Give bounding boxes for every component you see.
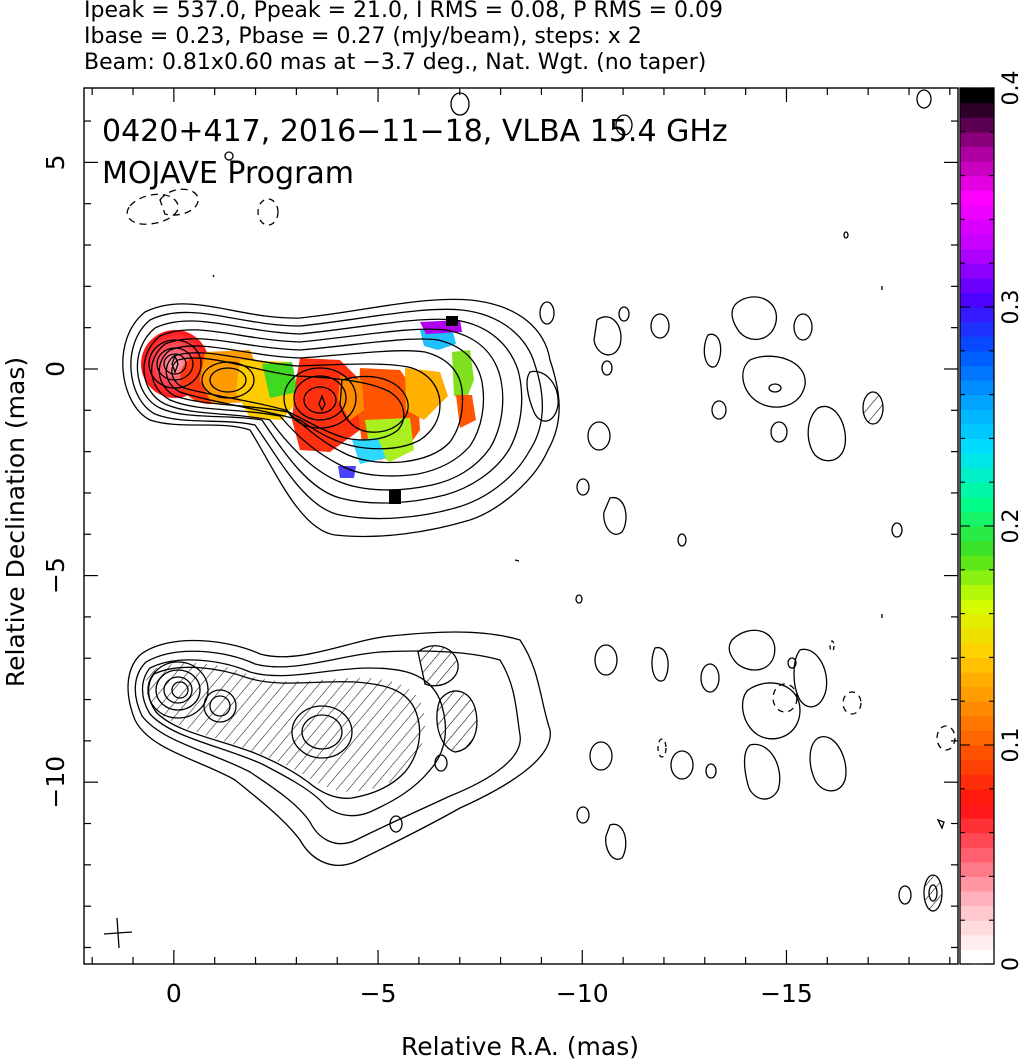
colorbar-swatch (960, 876, 994, 892)
header-line-3: Beam: 0.81x0.60 mas at −3.7 deg., Nat. W… (84, 50, 707, 75)
colorbar-swatch (960, 204, 994, 220)
colorbar-swatch (960, 701, 994, 717)
colorbar-swatch (960, 920, 994, 936)
colorbar-tick-label: 0.4 (999, 71, 1022, 106)
x-axis-label: Relative R.A. (mas) (401, 1032, 639, 1060)
colorbar-swatch (960, 759, 994, 775)
x-tick-label: −15 (760, 979, 813, 1008)
colorbar-swatch (960, 117, 994, 133)
colorbar-swatch (960, 496, 994, 512)
colorbar-tick-label: 0.1 (999, 728, 1022, 763)
colorbar-swatch (960, 146, 994, 162)
colorbar-swatch (960, 467, 994, 483)
map-layer (103, 89, 956, 949)
colorbar-tick-label: 0.2 (999, 509, 1022, 544)
colorbar-swatch (960, 599, 994, 615)
colorbar-swatch (960, 482, 994, 498)
colorbar-swatch (960, 774, 994, 790)
colorbar-swatch (960, 672, 994, 688)
colorbar-swatch (960, 380, 994, 396)
header-line-2: Ibase = 0.23, Pbase = 0.27 (mJy/beam), s… (84, 24, 642, 49)
colorbar-swatch (960, 263, 994, 279)
y-axis-label: Relative Declination (mas) (1, 357, 30, 687)
colorbar-swatch (960, 642, 994, 658)
y-tick-label: 0 (41, 361, 70, 377)
colorbar-swatch (960, 277, 994, 293)
beam-marker (103, 917, 133, 949)
colorbar-swatch (960, 803, 994, 819)
plot-frame (83, 87, 959, 965)
chart-subtitle: MOJAVE Program (102, 156, 354, 191)
colorbar-swatch (960, 847, 994, 863)
colorbar-swatch (960, 540, 994, 556)
colorbar-swatch (960, 190, 994, 206)
colorbar-swatch (960, 788, 994, 804)
colorbar-swatch (960, 336, 994, 352)
colorbar-swatch (960, 248, 994, 264)
colorbar-swatch (960, 613, 994, 629)
colorbar-swatch (960, 307, 994, 323)
colorbar-swatch (960, 292, 994, 308)
colorbar-swatch (960, 88, 994, 104)
colorbar-swatch (960, 555, 994, 571)
colorbar-swatch (960, 175, 994, 191)
colorbar-swatch (960, 102, 994, 118)
total-intensity-contours-upper (122, 89, 932, 618)
polarization-color-fill (141, 316, 476, 504)
colorbar-swatch (960, 861, 994, 877)
colorbar-swatch (960, 891, 994, 907)
x-tick-label: −10 (556, 979, 609, 1008)
x-tick-label: −5 (360, 979, 397, 1008)
colorbar-swatch (960, 511, 994, 527)
colorbar-swatch (960, 832, 994, 848)
colorbar: 0 0.1 0.2 0.3 0.4 (959, 71, 1022, 971)
y-tick-label: −10 (41, 756, 70, 809)
colorbar-swatch (960, 686, 994, 702)
colorbar-swatch (960, 453, 994, 469)
colorbar-tick-label: 0.3 (999, 290, 1022, 325)
colorbar-tick-label: 0 (999, 957, 1022, 971)
colorbar-swatch (960, 234, 994, 250)
colorbar-swatch (960, 350, 994, 366)
y-tick-label: −5 (41, 557, 70, 594)
colorbar-swatch (960, 934, 994, 950)
colorbar-swatch (960, 423, 994, 439)
colorbar-swatch (960, 526, 994, 542)
colorbar-swatch (960, 628, 994, 644)
total-intensity-contours-lower (127, 392, 956, 912)
colorbar-swatch (960, 394, 994, 410)
colorbar-swatch (960, 949, 994, 965)
colorbar-swatch (960, 715, 994, 731)
colorbar-swatch (960, 905, 994, 921)
colorbar-swatch (960, 730, 994, 746)
axes: 0 −5 −10 −15 5 0 −5 −10 (41, 88, 958, 1008)
colorbar-swatch (960, 219, 994, 235)
colorbar-swatch (960, 409, 994, 425)
colorbar-swatch (960, 321, 994, 337)
x-tick-label: 0 (166, 979, 182, 1008)
colorbar-swatch (960, 438, 994, 454)
colorbar-swatch (960, 569, 994, 585)
colorbar-swatch (960, 818, 994, 834)
y-tick-label: 5 (41, 154, 70, 170)
colorbar-swatch (960, 657, 994, 673)
header-line-1: Ipeak = 537.0, Ppeak = 21.0, I RMS = 0.0… (84, 0, 723, 23)
colorbar-swatch (960, 131, 994, 147)
colorbar-swatch (960, 584, 994, 600)
colorbar-swatch (960, 161, 994, 177)
colorbar-swatch (960, 365, 994, 381)
colorbar-swatch (960, 745, 994, 761)
chart-title: 0420+417, 2016−11−18, VLBA 15.4 GHz (102, 114, 728, 149)
